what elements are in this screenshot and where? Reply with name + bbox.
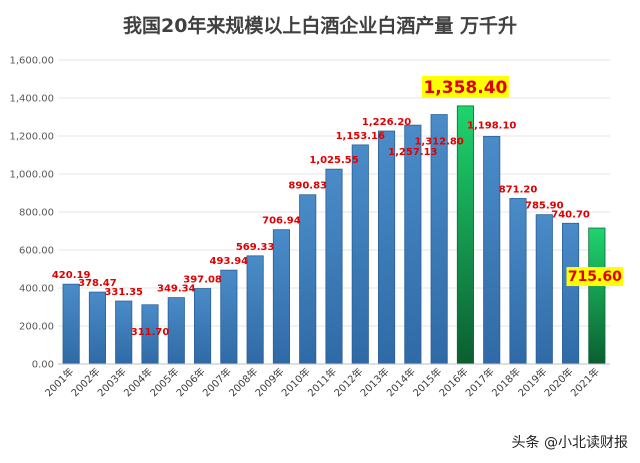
bar — [509, 198, 527, 365]
bars — [62, 105, 606, 365]
bar — [246, 255, 264, 365]
data-label: 715.60 — [568, 269, 622, 285]
bar — [167, 297, 185, 365]
bar — [62, 283, 80, 365]
watermark-text: 头条 @小北读财报 — [512, 434, 628, 451]
bar — [351, 144, 369, 365]
data-label: 331.35 — [104, 287, 143, 298]
data-label: 1,312.80 — [414, 137, 463, 148]
data-label: 706.94 — [262, 216, 301, 227]
data-label: 1,358.40 — [423, 78, 507, 98]
data-label: 349.34 — [157, 284, 196, 295]
y-tick-label: 1,600.00 — [9, 56, 54, 67]
y-tick-label: 1,400.00 — [9, 94, 54, 105]
data-label: 378.47 — [78, 278, 117, 289]
y-tick-label: 600.00 — [19, 246, 54, 257]
data-label: 397.08 — [183, 275, 222, 286]
chart-title: 我国20年来规模以上白酒企业白酒产量 万千升 — [123, 14, 517, 37]
highlight-label-box — [566, 267, 624, 287]
x-tick-label: 2021年 — [568, 365, 602, 399]
bar — [483, 135, 501, 365]
x-axis-ticks: 2001年2002年2003年2004年2005年2006年2007年2008年… — [42, 365, 602, 399]
bar — [115, 300, 133, 365]
data-label: 569.33 — [236, 242, 275, 253]
y-tick-label: 400.00 — [19, 284, 54, 295]
y-tick-label: 1,000.00 — [9, 170, 54, 181]
bar — [272, 229, 290, 365]
bar — [194, 288, 212, 365]
data-label: 890.83 — [288, 181, 327, 192]
data-label: 493.94 — [210, 256, 249, 267]
watermark: 头条 @小北读财报 — [512, 434, 628, 451]
bar — [220, 269, 238, 365]
bar — [299, 194, 317, 365]
data-label: 1,025.55 — [309, 155, 358, 166]
bar — [378, 130, 396, 365]
data-label: 871.20 — [499, 184, 538, 195]
bar — [535, 214, 553, 365]
data-label: 1,198.10 — [467, 120, 516, 131]
data-label: 1,226.20 — [362, 117, 411, 128]
data-label: 311.70 — [131, 327, 170, 338]
data-label: 785.90 — [525, 201, 564, 212]
data-label: 1,153.16 — [336, 131, 385, 142]
bar — [404, 124, 422, 365]
data-label: 1,257.13 — [388, 147, 437, 158]
y-axis-ticks: 0.00 200.00 400.00 600.00 800.00 1,000.00 1,20… — [9, 56, 54, 371]
data-label: 420.19 — [52, 270, 91, 281]
bar — [562, 222, 580, 365]
data-label: 740.70 — [551, 209, 590, 220]
bar — [588, 227, 606, 365]
bar — [88, 291, 106, 365]
bar — [325, 168, 343, 365]
highlight-label-box — [421, 75, 509, 98]
y-tick-label: 1,200.00 — [9, 132, 54, 143]
y-tick-label: 200.00 — [19, 322, 54, 333]
y-tick-label: 800.00 — [19, 208, 54, 219]
y-tick-label: 0.00 — [32, 360, 54, 371]
